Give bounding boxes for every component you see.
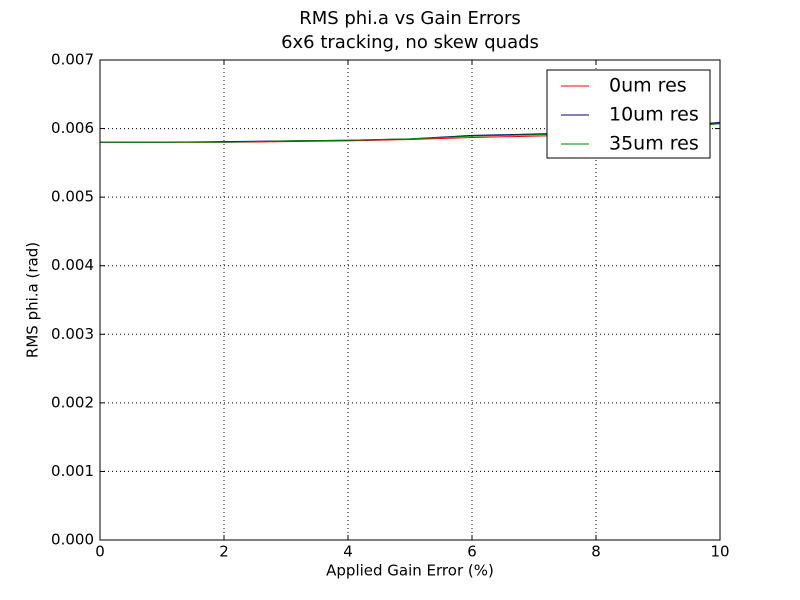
legend-label: 10um res [609, 104, 699, 126]
y-tick-label: 0.000 [51, 531, 94, 549]
legend: 0um res 10um res 35um res [546, 69, 711, 159]
legend-label: 35um res [609, 133, 699, 155]
x-tick-label: 4 [343, 543, 353, 561]
legend-box [546, 69, 711, 159]
y-tick-label: 0.006 [51, 119, 94, 137]
y-tick-label: 0.005 [51, 188, 94, 206]
y-axis-label: RMS phi.a (rad) [24, 242, 42, 358]
legend-label: 0um res [609, 75, 687, 97]
y-tick-label: 0.002 [51, 393, 94, 411]
y-tick-label: 0.004 [51, 256, 94, 274]
x-tick-label: 2 [219, 543, 229, 561]
x-tick-label: 6 [467, 543, 477, 561]
x-tick-label: 8 [591, 543, 601, 561]
y-tick-label: 0.001 [51, 462, 94, 480]
x-tick-label: 0 [95, 543, 105, 561]
y-tick-label: 0.003 [51, 325, 94, 343]
plot-frame [99, 59, 721, 541]
chart-title: RMS phi.a vs Gain Errors [299, 8, 521, 29]
x-axis-label: Applied Gain Error (%) [326, 562, 494, 580]
y-tick-label: 0.007 [51, 51, 94, 69]
x-tick-label: 10 [710, 543, 729, 561]
chart-subtitle: 6x6 tracking, no skew quads [281, 32, 539, 53]
